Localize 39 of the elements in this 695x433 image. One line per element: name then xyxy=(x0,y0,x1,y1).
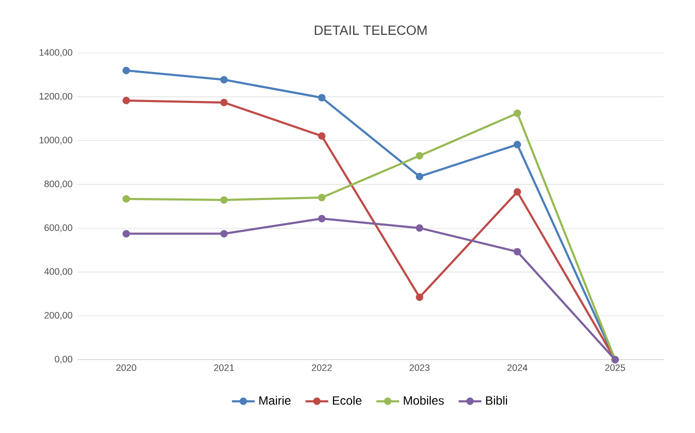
x-tick-label: 2023 xyxy=(410,364,430,371)
x-tick-label: 2020 xyxy=(116,364,136,371)
y-tick-label: 800,00 xyxy=(44,180,72,188)
y-tick-label: 400,00 xyxy=(44,268,72,276)
chart-title: DETAIL TELECOM xyxy=(314,26,426,35)
point xyxy=(122,96,130,104)
legend-label: Mobiles xyxy=(404,396,444,405)
point xyxy=(220,98,228,106)
x-tick-label: 2025 xyxy=(605,364,626,371)
point xyxy=(416,152,424,160)
point xyxy=(416,172,424,180)
point xyxy=(220,76,228,84)
point xyxy=(122,195,130,203)
point xyxy=(514,248,522,256)
y-tick-label: 1200,00 xyxy=(40,92,72,101)
point xyxy=(514,140,522,148)
point xyxy=(514,110,522,117)
x-tick-label: 2024 xyxy=(507,364,528,371)
point xyxy=(514,188,522,196)
point xyxy=(318,132,326,140)
point xyxy=(318,214,326,222)
y-tick-label: 0,00 xyxy=(54,356,72,364)
point xyxy=(220,196,228,204)
y-tick-label: 600,00 xyxy=(44,224,72,232)
y-tick-label: 200,00 xyxy=(44,312,72,320)
point xyxy=(220,230,228,238)
x-tick-label: 2022 xyxy=(312,364,332,371)
y-tick-label: 1400,00 xyxy=(40,49,72,57)
point xyxy=(416,294,424,301)
y-tick-label: 1000,00 xyxy=(40,136,72,144)
point xyxy=(318,194,326,202)
point xyxy=(416,224,424,232)
legend-label: Bibli xyxy=(486,396,508,405)
point xyxy=(122,66,130,74)
legend-label: Ecole xyxy=(332,396,362,405)
point xyxy=(318,94,326,102)
point xyxy=(122,230,130,238)
legend-label: Mairie xyxy=(259,396,291,405)
x-tick-label: 2021 xyxy=(214,364,234,371)
